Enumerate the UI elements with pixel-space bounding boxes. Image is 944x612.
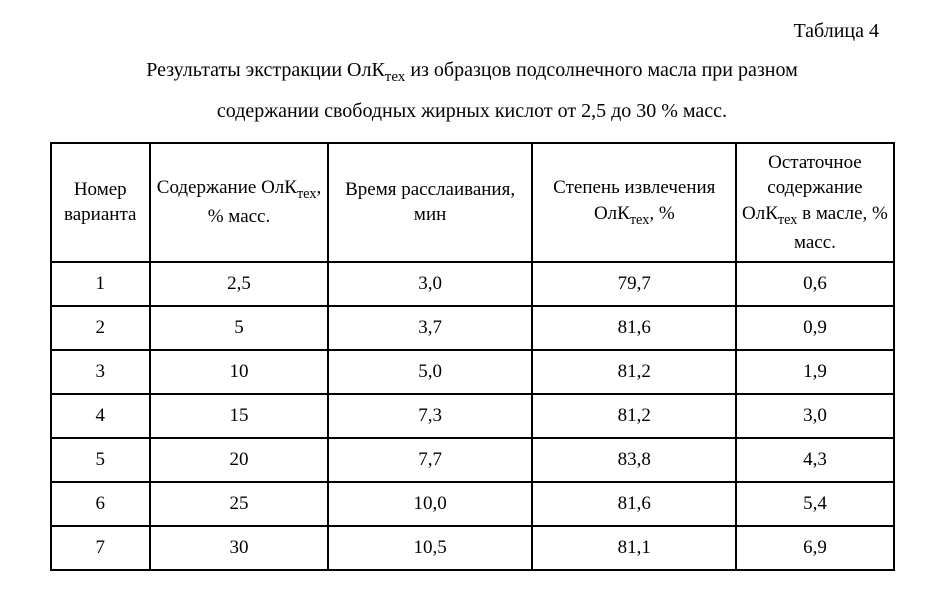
table-row: 12,53,079,70,6 bbox=[51, 262, 894, 306]
cell-time: 10,0 bbox=[328, 482, 532, 526]
cell-time: 3,7 bbox=[328, 306, 532, 350]
caption-line1-after: из образцов подсолнечного масла при разн… bbox=[405, 59, 797, 81]
cell-residual: 3,0 bbox=[736, 394, 893, 438]
table-row: 253,781,60,9 bbox=[51, 306, 894, 350]
cell-degree: 81,6 bbox=[532, 306, 736, 350]
h5-sub: тех bbox=[778, 212, 798, 228]
cell-time: 7,7 bbox=[328, 438, 532, 482]
caption-line2: содержании свободных жирных кислот от 2,… bbox=[217, 100, 727, 122]
cell-content: 20 bbox=[150, 438, 328, 482]
cell-degree: 83,8 bbox=[532, 438, 736, 482]
cell-n: 6 bbox=[51, 482, 150, 526]
col-header-content: Содержание ОлКтех, % масс. bbox=[150, 143, 328, 263]
table-caption: Результаты экстракции ОлКтех из образцов… bbox=[40, 51, 904, 130]
cell-residual: 0,6 bbox=[736, 262, 893, 306]
h4-after: , % bbox=[649, 203, 674, 224]
cell-residual: 0,9 bbox=[736, 306, 893, 350]
cell-n: 3 bbox=[51, 350, 150, 394]
cell-residual: 1,9 bbox=[736, 350, 893, 394]
cell-time: 5,0 bbox=[328, 350, 532, 394]
h5-after: в масле, % масс. bbox=[794, 203, 888, 253]
results-table: Номер варианта Содержание ОлКтех, % масс… bbox=[50, 142, 895, 572]
table-row: 3105,081,21,9 bbox=[51, 350, 894, 394]
cell-residual: 6,9 bbox=[736, 526, 893, 570]
table-row: 73010,581,16,9 bbox=[51, 526, 894, 570]
table-row: 5207,783,84,3 bbox=[51, 438, 894, 482]
table-number-label: Таблица 4 bbox=[40, 20, 904, 43]
h2-sub: тех bbox=[297, 186, 317, 202]
cell-n: 7 bbox=[51, 526, 150, 570]
cell-content: 30 bbox=[150, 526, 328, 570]
table-row: 4157,381,23,0 bbox=[51, 394, 894, 438]
h2-before: Содержание ОлК bbox=[157, 177, 297, 198]
col-header-variant: Номер варианта bbox=[51, 143, 150, 263]
col-header-residual: Остаточное содержание ОлКтех в масле, % … bbox=[736, 143, 893, 263]
cell-degree: 79,7 bbox=[532, 262, 736, 306]
cell-n: 2 bbox=[51, 306, 150, 350]
caption-line1-before: Результаты экстракции ОлК bbox=[146, 59, 385, 81]
cell-residual: 4,3 bbox=[736, 438, 893, 482]
cell-residual: 5,4 bbox=[736, 482, 893, 526]
cell-content: 2,5 bbox=[150, 262, 328, 306]
cell-time: 10,5 bbox=[328, 526, 532, 570]
table-row: 62510,081,65,4 bbox=[51, 482, 894, 526]
cell-degree: 81,6 bbox=[532, 482, 736, 526]
cell-time: 7,3 bbox=[328, 394, 532, 438]
caption-line1-sub: тех bbox=[385, 69, 406, 85]
cell-degree: 81,1 bbox=[532, 526, 736, 570]
cell-time: 3,0 bbox=[328, 262, 532, 306]
cell-n: 1 bbox=[51, 262, 150, 306]
cell-degree: 81,2 bbox=[532, 394, 736, 438]
cell-content: 15 bbox=[150, 394, 328, 438]
cell-content: 5 bbox=[150, 306, 328, 350]
cell-n: 5 bbox=[51, 438, 150, 482]
table-header-row: Номер варианта Содержание ОлКтех, % масс… bbox=[51, 143, 894, 263]
cell-content: 25 bbox=[150, 482, 328, 526]
table-body: 12,53,079,70,6253,781,60,93105,081,21,94… bbox=[51, 262, 894, 570]
cell-n: 4 bbox=[51, 394, 150, 438]
col-header-time: Время расслаивания, мин bbox=[328, 143, 532, 263]
cell-content: 10 bbox=[150, 350, 328, 394]
h4-sub: тех bbox=[630, 212, 650, 228]
col-header-degree: Степень извлечения ОлКтех, % bbox=[532, 143, 736, 263]
cell-degree: 81,2 bbox=[532, 350, 736, 394]
